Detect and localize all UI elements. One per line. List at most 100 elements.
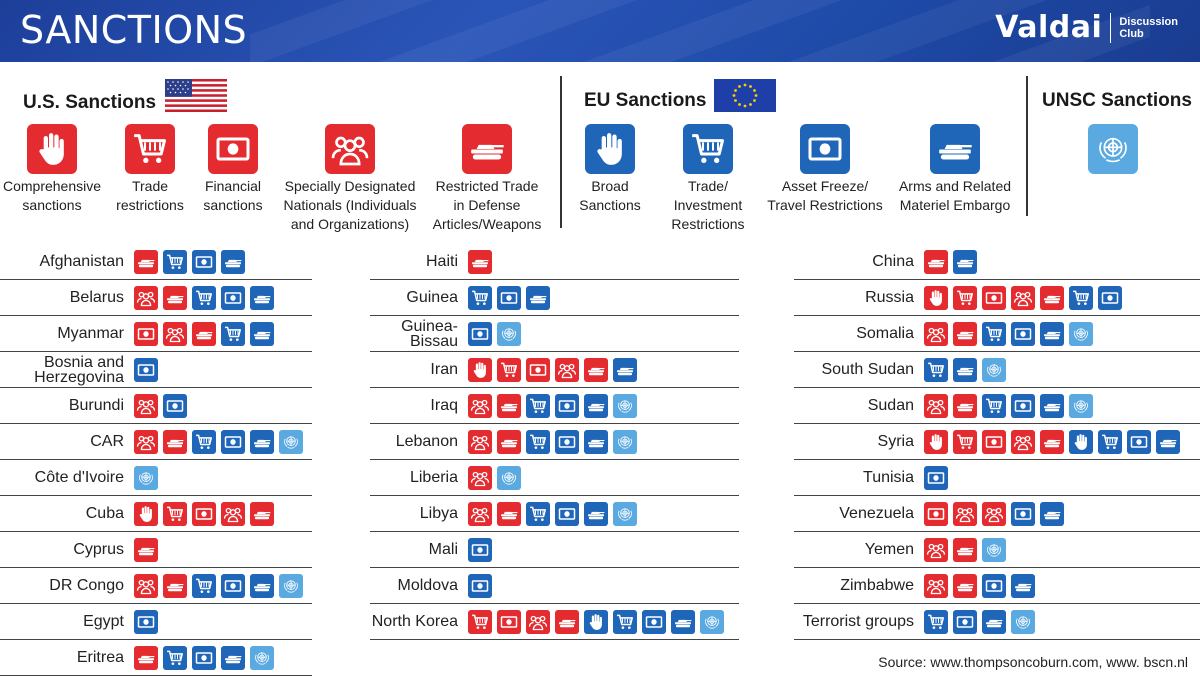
us-tank-icon — [497, 501, 521, 526]
us-people-icon — [555, 357, 579, 382]
us-people-icon — [982, 501, 1006, 526]
country-name: Iran — [430, 361, 458, 378]
country-name: North Korea — [371, 613, 458, 630]
sanction-icons — [468, 429, 637, 454]
sanction-icons — [468, 285, 550, 310]
eu-cart-icon — [192, 573, 216, 598]
country-name: Eritrea — [76, 649, 124, 666]
us-people-icon — [924, 573, 948, 598]
eu-tank-icon — [250, 429, 274, 454]
legend-label: Financial sanctions — [203, 178, 263, 213]
eu-cart-icon — [982, 321, 1006, 346]
us-tank-icon — [1040, 285, 1064, 310]
eu-tank-icon — [250, 321, 274, 346]
unsc-un-icon — [134, 465, 158, 490]
country-row: Sudan — [794, 388, 1200, 424]
country-name: Tunisia — [863, 469, 914, 486]
country-row: CAR — [0, 424, 312, 460]
us-money-icon — [134, 321, 158, 346]
unsc-un-icon — [982, 357, 1006, 382]
eu-money-icon — [924, 465, 948, 490]
country-name: Myanmar — [57, 325, 124, 342]
cart-icon — [125, 124, 175, 174]
country-row: Burundi — [0, 388, 312, 424]
legend-separator-2 — [1026, 76, 1028, 216]
eu-money-icon — [1011, 393, 1035, 418]
eu-cart-icon — [526, 393, 550, 418]
us-tank-icon — [555, 609, 579, 634]
country-name: Zimbabwe — [840, 577, 914, 594]
tank-icon — [930, 124, 980, 174]
country-row: Iraq — [370, 388, 739, 424]
sanction-icons — [924, 537, 1006, 562]
legend-label: Trade restrictions — [116, 178, 184, 213]
country-row: Guinea-Bissau — [370, 316, 739, 352]
tank-icon — [462, 124, 512, 174]
country-row: DR Congo — [0, 568, 312, 604]
us-people-icon — [924, 393, 948, 418]
country-name: Guinea-Bissau — [401, 317, 458, 350]
eu-money-icon — [555, 429, 579, 454]
us-people-icon — [468, 429, 492, 454]
country-name: Guinea — [406, 289, 458, 306]
country-name: CAR — [90, 433, 124, 450]
us-tank-icon — [924, 249, 948, 274]
brand-sub-line-2: Club — [1119, 27, 1144, 40]
us-tank-icon — [497, 429, 521, 454]
eu-money-icon — [134, 609, 158, 634]
eu-tank-icon — [250, 573, 274, 598]
us-money-icon — [192, 501, 216, 526]
country-name: Moldova — [397, 577, 458, 594]
country-name: Egypt — [83, 613, 124, 630]
country-row: Somalia — [794, 316, 1200, 352]
sanction-icons — [468, 321, 521, 346]
eu-cart-icon — [924, 609, 948, 634]
legend-eu-arms: Arms and Related Materiel Embargo — [894, 124, 1016, 215]
country-row: Libya — [370, 496, 739, 532]
country-name: Bosnia and Herzegovina — [34, 353, 124, 386]
un-emblem-icon — [1088, 124, 1138, 174]
legend-label: Arms and Related Materiel Embargo — [898, 178, 1012, 213]
sanction-icons — [134, 465, 158, 490]
us-tank-icon — [584, 357, 608, 382]
legend-eu-asset: Asset Freeze/ Travel Restrictions — [764, 124, 886, 215]
us-tank-icon — [134, 249, 158, 274]
country-row: Iran — [370, 352, 739, 388]
eu-money-icon — [468, 573, 492, 598]
country-row: Belarus — [0, 280, 312, 316]
us-money-icon — [982, 285, 1006, 310]
eu-money-icon — [221, 429, 245, 454]
eu-cart-icon — [526, 429, 550, 454]
eu-hand-icon — [584, 609, 608, 634]
page-title: SANCTIONS — [20, 8, 248, 52]
country-name: Terrorist groups — [802, 613, 914, 630]
eu-money-icon — [134, 357, 158, 382]
brand-name: Valdai — [995, 10, 1103, 45]
us-people-icon — [924, 321, 948, 346]
us-tank-icon — [953, 573, 977, 598]
eu-money-icon — [555, 501, 579, 526]
eu-money-icon — [192, 249, 216, 274]
legend-us-defense: Restricted Trade in Defense Articles/Wea… — [430, 124, 544, 234]
eu-money-icon — [953, 609, 977, 634]
eu-tank-icon — [953, 249, 977, 274]
country-name: Somalia — [856, 325, 914, 342]
sanction-icons — [468, 537, 492, 562]
hand-icon — [27, 124, 77, 174]
eu-tank-icon — [982, 609, 1006, 634]
sanction-icons — [134, 501, 274, 526]
legend-label: Specially Designated Nationals (Individu… — [283, 178, 417, 232]
country-name: Cuba — [85, 505, 124, 522]
us-tank-icon — [953, 537, 977, 562]
us-people-icon — [1011, 429, 1035, 454]
us-cart-icon — [953, 429, 977, 454]
country-name: Yemen — [864, 541, 914, 558]
country-row: Zimbabwe — [794, 568, 1200, 604]
us-tank-icon — [953, 321, 977, 346]
country-row: Tunisia — [794, 460, 1200, 496]
eu-tank-icon — [250, 285, 274, 310]
sanction-icons — [924, 609, 1035, 634]
unsc-un-icon — [982, 537, 1006, 562]
country-column-2: Haiti Guinea Guinea-Bissau Iran Iraq Lebanon L… — [370, 244, 739, 640]
us-cart-icon — [163, 501, 187, 526]
